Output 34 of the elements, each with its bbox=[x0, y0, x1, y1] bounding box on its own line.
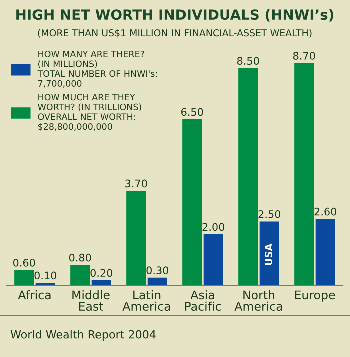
data-label: 2.00 bbox=[202, 223, 225, 232]
data-label: 0.60 bbox=[13, 258, 36, 267]
bar bbox=[126, 191, 146, 286]
data-label: 2.50 bbox=[258, 210, 281, 218]
data-label: 8.70 bbox=[293, 52, 316, 60]
x-tick-label: Asia Pacific bbox=[185, 290, 222, 312]
bar bbox=[148, 278, 168, 286]
data-label: 6.50 bbox=[181, 108, 204, 116]
legend-label: HOW MUCH ARE THEY WORTH? (IN TRILLIONS) OVERALL NET WORTH: $28,800,000,000 bbox=[38, 94, 142, 132]
x-tick-label: North America bbox=[234, 290, 282, 312]
data-label: 0.80 bbox=[69, 254, 92, 262]
chart-subtitle: (MORE THAN US$1 MILLION IN FINANCIAL-ASSET WEALTH) bbox=[38, 29, 312, 38]
data-label: 3.70 bbox=[126, 180, 148, 188]
data-label: 0.10 bbox=[34, 272, 57, 280]
data-label: 0.30 bbox=[146, 266, 169, 275]
bar bbox=[238, 68, 258, 286]
bar bbox=[294, 63, 314, 286]
text: World Wealth Report 2004 bbox=[10, 330, 156, 341]
x-tick-label: Middle East bbox=[72, 290, 110, 312]
chart-title: HIGH NET WORTH INDIVIDUALS (HNWI’s) bbox=[16, 9, 334, 22]
bar bbox=[14, 270, 34, 286]
bar bbox=[182, 120, 202, 286]
x-tick-label: Latin America bbox=[122, 290, 170, 312]
legend-label: HOW MANY ARE THERE? (IN MILLIONS) TOTAL NUMBER OF HNWI's: 7,700,000 bbox=[38, 50, 158, 88]
data-label: 0.20 bbox=[90, 269, 113, 278]
x-tick-label: Europe bbox=[295, 290, 336, 302]
bar bbox=[70, 265, 90, 286]
bar bbox=[260, 222, 280, 286]
annotation: USA bbox=[265, 244, 272, 266]
data-label: 8.50 bbox=[237, 57, 260, 66]
bar bbox=[316, 219, 336, 286]
x-tick-label: Africa bbox=[18, 290, 51, 300]
data-label: 2.60 bbox=[314, 208, 337, 216]
bar bbox=[204, 234, 224, 286]
